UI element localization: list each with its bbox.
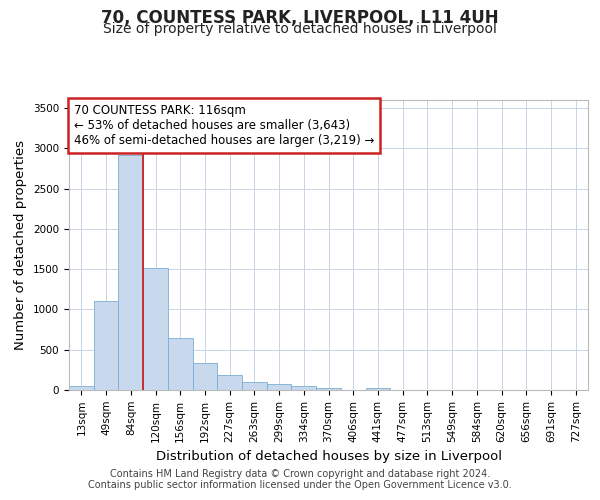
Bar — [193, 363, 217, 390]
Text: Contains HM Land Registry data © Crown copyright and database right 2024.: Contains HM Land Registry data © Crown c… — [110, 469, 490, 479]
Bar — [242, 382, 267, 390]
Bar — [267, 384, 292, 390]
Bar — [316, 388, 341, 390]
Bar — [168, 338, 193, 390]
Bar — [143, 268, 168, 390]
Bar — [118, 155, 143, 390]
Bar — [69, 386, 94, 390]
Text: Contains public sector information licensed under the Open Government Licence v3: Contains public sector information licen… — [88, 480, 512, 490]
X-axis label: Distribution of detached houses by size in Liverpool: Distribution of detached houses by size … — [155, 450, 502, 463]
Bar — [217, 374, 242, 390]
Text: 70 COUNTESS PARK: 116sqm
← 53% of detached houses are smaller (3,643)
46% of sem: 70 COUNTESS PARK: 116sqm ← 53% of detach… — [74, 104, 374, 148]
Bar — [94, 300, 118, 390]
Bar — [365, 388, 390, 390]
Text: 70, COUNTESS PARK, LIVERPOOL, L11 4UH: 70, COUNTESS PARK, LIVERPOOL, L11 4UH — [101, 8, 499, 26]
Bar — [292, 386, 316, 390]
Y-axis label: Number of detached properties: Number of detached properties — [14, 140, 28, 350]
Text: Size of property relative to detached houses in Liverpool: Size of property relative to detached ho… — [103, 22, 497, 36]
